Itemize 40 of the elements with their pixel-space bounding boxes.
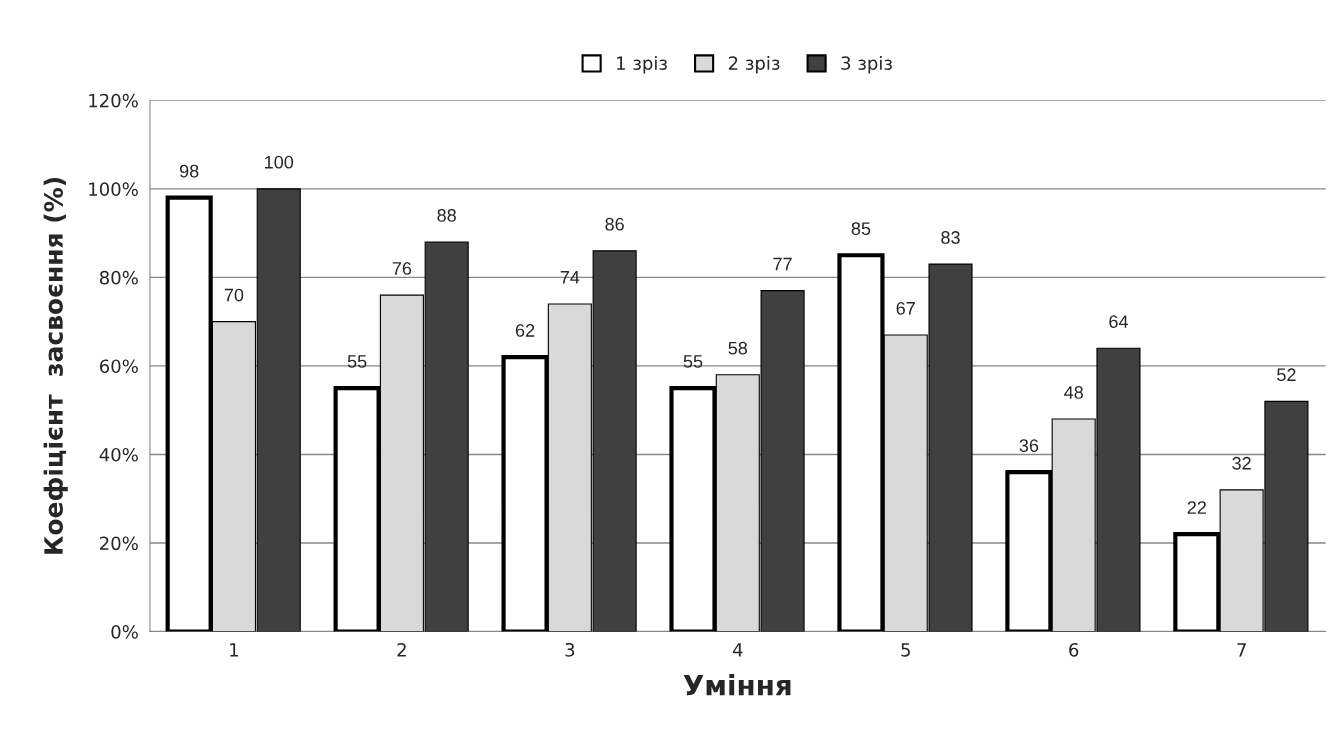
x-tick-label: 5: [901, 643, 910, 657]
y-tick-label: 0%: [111, 625, 138, 639]
y-tick-label: 100%: [89, 182, 138, 196]
data-label: 52: [1277, 368, 1296, 382]
data-label: 67: [896, 301, 915, 315]
x-axis-title: Уміння: [683, 674, 791, 696]
data-label: 98: [179, 164, 199, 178]
data-label: 100: [265, 155, 294, 169]
data-label: 36: [1019, 439, 1039, 452]
data-label: 48: [1064, 386, 1083, 399]
data-label: 32: [1232, 456, 1251, 470]
data-label: 85: [851, 222, 871, 236]
data-label: 77: [773, 257, 792, 271]
x-tick-label: 2: [397, 642, 406, 657]
data-label: 55: [683, 355, 703, 368]
data-label: 58: [728, 341, 748, 355]
legend-label: 1 зріз: [617, 55, 667, 74]
legend-label: 3 зріз: [841, 55, 892, 74]
data-label: 76: [392, 262, 412, 275]
y-tick-label: 120%: [89, 93, 138, 108]
x-tick-label: 1: [230, 643, 239, 657]
data-label: 62: [515, 324, 535, 337]
data-label: 88: [437, 208, 456, 222]
data-label: 55: [347, 355, 367, 368]
y-tick-label: 60%: [99, 359, 138, 374]
data-label: 74: [560, 271, 580, 284]
data-label: 22: [1187, 501, 1206, 514]
data-label: 70: [224, 288, 244, 302]
y-tick-label: 80%: [99, 270, 138, 285]
data-label: 64: [1109, 315, 1128, 328]
x-tick-label: 3: [565, 642, 575, 657]
y-axis-title: Коефіцієнт засвоєння (%): [43, 177, 68, 554]
x-tick-label: 7: [1237, 643, 1246, 657]
data-label: 86: [605, 217, 624, 231]
legend-label: 2 зріз: [728, 55, 780, 74]
x-tick-label: 6: [1069, 642, 1079, 657]
data-label: 83: [941, 231, 960, 244]
x-tick-label: 4: [732, 643, 743, 657]
y-tick-label: 20%: [100, 536, 138, 551]
y-tick-label: 40%: [99, 447, 138, 462]
